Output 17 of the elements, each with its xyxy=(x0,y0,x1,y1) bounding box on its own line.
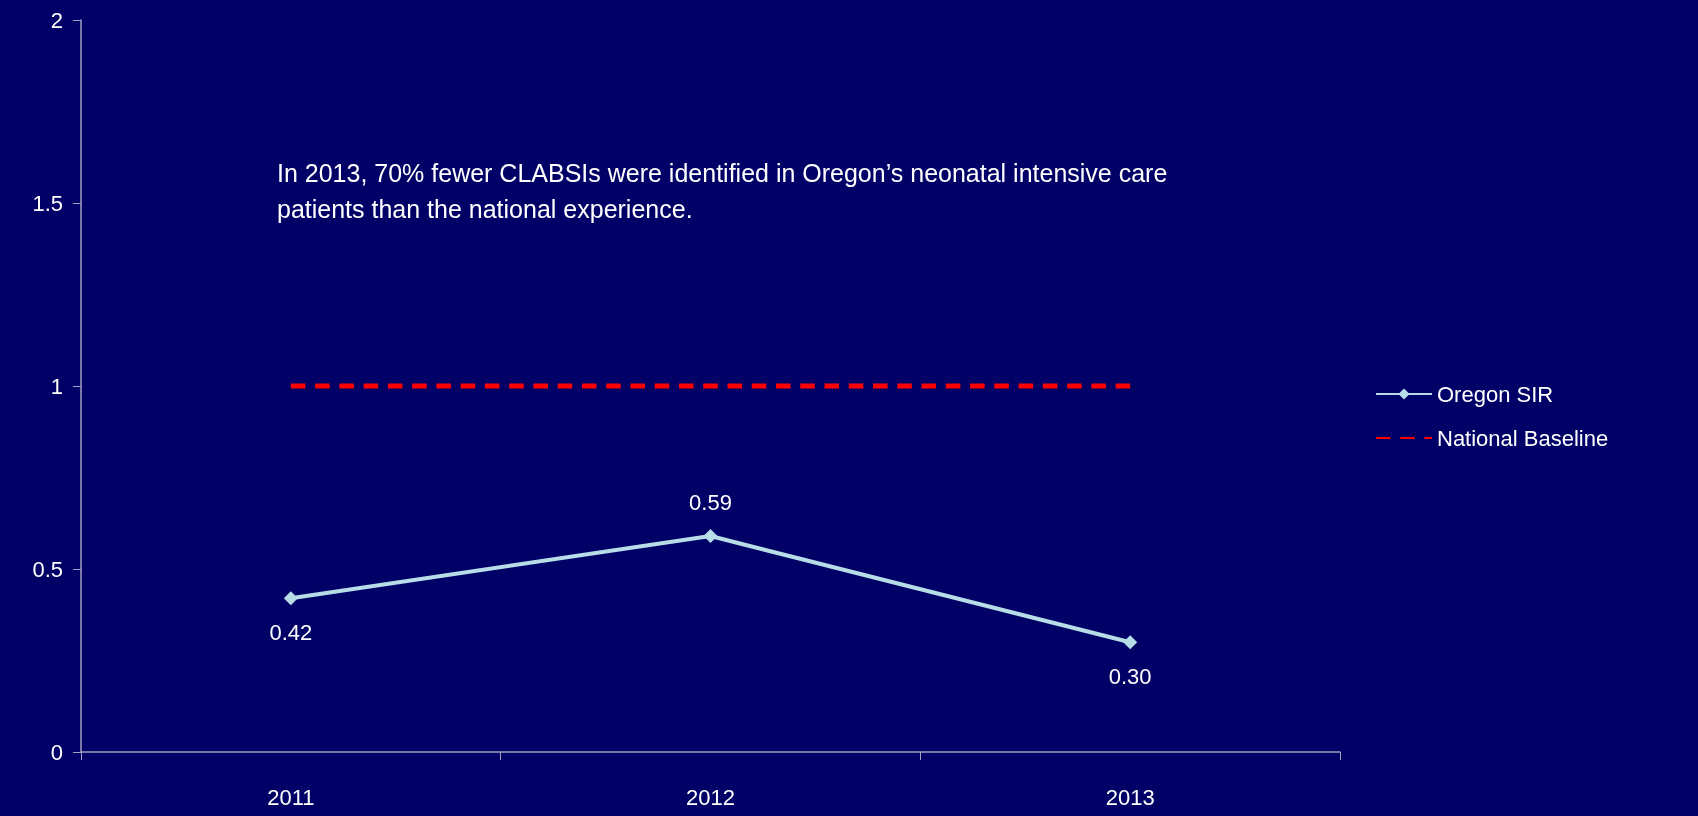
legend-label: Oregon SIR xyxy=(1437,381,1554,407)
point xyxy=(283,591,298,606)
annotation: In 2013, 70% fewer CLABSIs were identified in Oregon’s neonatal intensive care patients than the national experience. xyxy=(277,159,1175,223)
x-tick-label: 2012 xyxy=(686,784,735,810)
y-tick-label: 1 xyxy=(50,373,63,399)
y-tick-label: 2 xyxy=(50,7,63,33)
point xyxy=(1123,635,1138,650)
data-label: 0.59 xyxy=(689,489,732,515)
x-tick-label: 2011 xyxy=(267,784,315,810)
y-tick-label: 0 xyxy=(50,739,63,765)
data-label: 0.30 xyxy=(1108,663,1152,689)
point xyxy=(703,529,718,544)
legend-label: National Baseline xyxy=(1437,425,1609,451)
y-tick-label: 1.5 xyxy=(32,190,63,216)
y-tick-label: 0.5 xyxy=(32,556,63,582)
data-label: 0.42 xyxy=(269,619,313,645)
x-tick-label: 2013 xyxy=(1105,784,1155,810)
